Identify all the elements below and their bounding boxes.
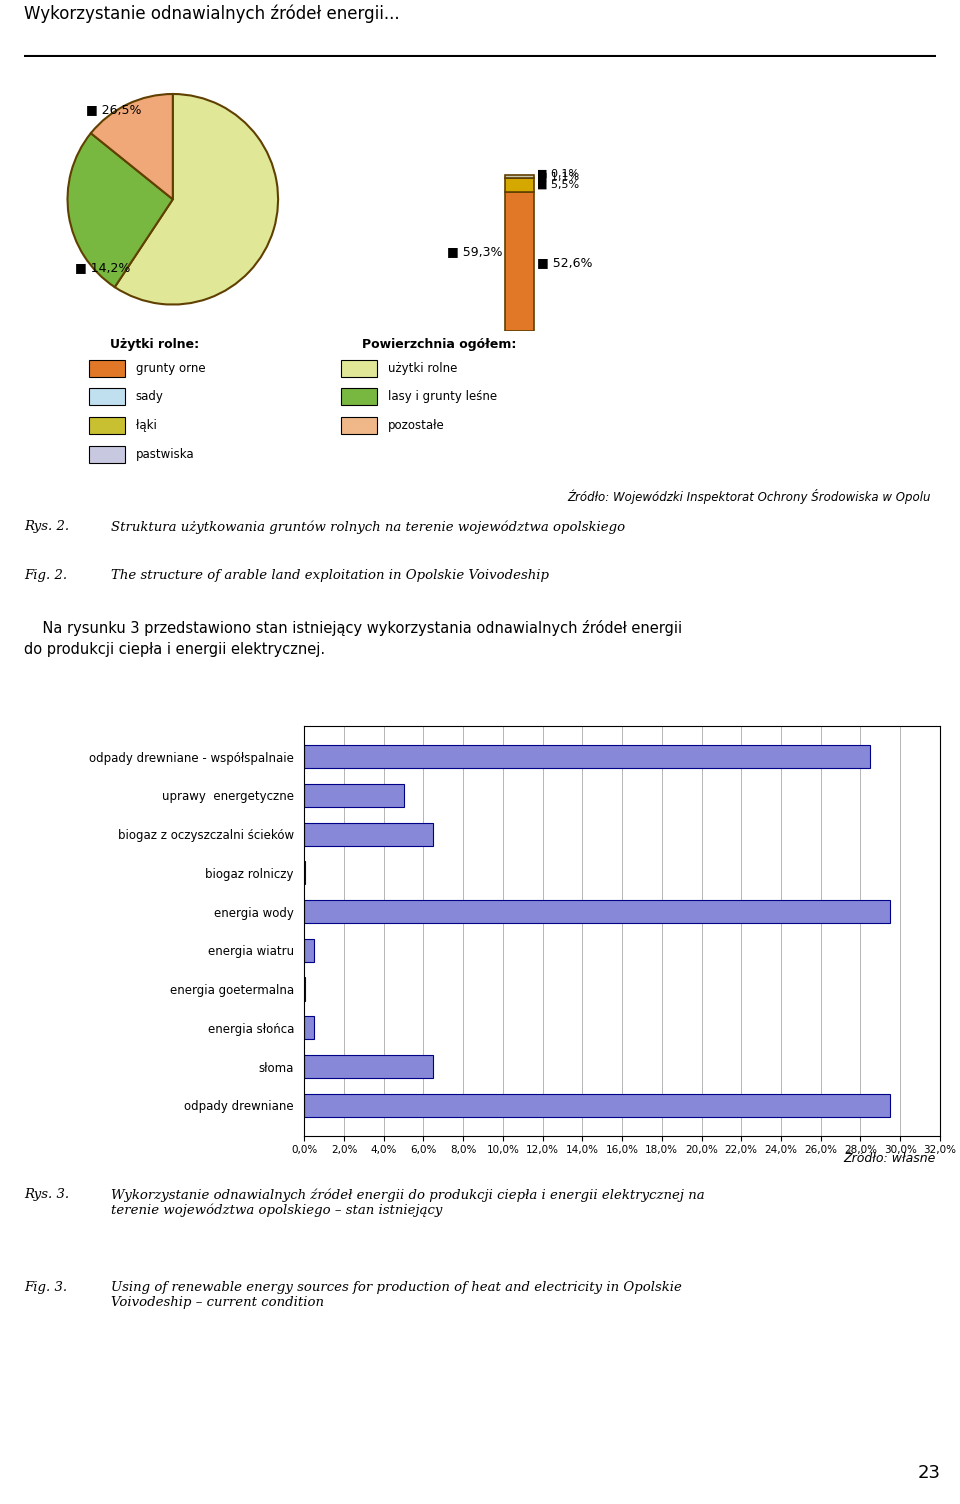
Bar xyxy=(304,1093,890,1117)
Text: The structure of arable land exploitation in Opolskie Voivodeship: The structure of arable land exploitatio… xyxy=(110,569,549,582)
Text: łąki: łąki xyxy=(135,420,156,432)
Bar xyxy=(505,174,534,177)
Bar xyxy=(89,417,125,435)
Bar xyxy=(89,359,125,376)
Wedge shape xyxy=(115,93,278,304)
Text: Rys. 3.: Rys. 3. xyxy=(24,1188,69,1202)
Text: użytki rolne: użytki rolne xyxy=(388,361,457,374)
Bar xyxy=(304,899,890,923)
Bar xyxy=(341,359,377,376)
Wedge shape xyxy=(91,93,173,199)
Text: ■ 59,3%: ■ 59,3% xyxy=(447,245,502,259)
Text: Użytki rolne:: Użytki rolne: xyxy=(110,338,200,350)
Text: lasy i grunty leśne: lasy i grunty leśne xyxy=(388,391,496,403)
Text: Źródło: Wojewódzki Inspektorat Ochrony Środowiska w Opolu: Źródło: Wojewódzki Inspektorat Ochrony Ś… xyxy=(567,489,931,504)
Text: ■ 5,5%: ■ 5,5% xyxy=(537,180,579,190)
Bar xyxy=(505,193,534,331)
Bar xyxy=(505,177,534,193)
Text: Powierzchnia ogółem:: Powierzchnia ogółem: xyxy=(363,338,516,350)
Bar xyxy=(304,978,305,1000)
Text: Using of renewable energy sources for production of heat and electricity in Opol: Using of renewable energy sources for pr… xyxy=(110,1281,682,1308)
Text: ■ 0,1%: ■ 0,1% xyxy=(537,168,579,179)
Text: ■ 26,5%: ■ 26,5% xyxy=(85,104,141,116)
Bar xyxy=(304,1054,433,1078)
Bar xyxy=(304,823,433,845)
Text: Wykorzystanie odnawialnych źródeł energii do produkcji ciepła i energii elektryc: Wykorzystanie odnawialnych źródeł energi… xyxy=(110,1188,705,1217)
Bar xyxy=(341,417,377,435)
Bar xyxy=(89,388,125,405)
Text: Fig. 2.: Fig. 2. xyxy=(24,569,67,582)
Wedge shape xyxy=(67,134,173,287)
Text: Źródło: własne: Źródło: własne xyxy=(844,1152,936,1164)
Bar xyxy=(304,784,403,808)
Text: pastwiska: pastwiska xyxy=(135,448,194,460)
Text: ■ 1,1%: ■ 1,1% xyxy=(537,171,579,182)
Text: Struktura użytkowania gruntów rolnych na terenie województwa opolskiego: Struktura użytkowania gruntów rolnych na… xyxy=(110,520,625,534)
Bar xyxy=(89,445,125,463)
Text: ■ 14,2%: ■ 14,2% xyxy=(75,262,131,274)
Bar xyxy=(304,862,305,884)
Text: grunty orne: grunty orne xyxy=(135,361,205,374)
Bar xyxy=(304,744,871,769)
Text: pozostałe: pozostałe xyxy=(388,420,444,432)
Bar xyxy=(304,1017,314,1039)
Text: ■ 52,6%: ■ 52,6% xyxy=(537,256,592,269)
Text: Rys. 2.: Rys. 2. xyxy=(24,520,69,534)
Bar xyxy=(304,938,314,963)
Text: Wykorzystanie odnawialnych źródeł energii...: Wykorzystanie odnawialnych źródeł energi… xyxy=(24,5,399,23)
Bar xyxy=(341,388,377,405)
Text: Fig. 3.: Fig. 3. xyxy=(24,1281,67,1293)
Text: 23: 23 xyxy=(918,1465,941,1481)
Text: Na rysunku 3 przedstawiono stan istniejący wykorzystania odnawialnych źródeł ene: Na rysunku 3 przedstawiono stan istnieją… xyxy=(24,620,683,657)
Text: sady: sady xyxy=(135,391,163,403)
